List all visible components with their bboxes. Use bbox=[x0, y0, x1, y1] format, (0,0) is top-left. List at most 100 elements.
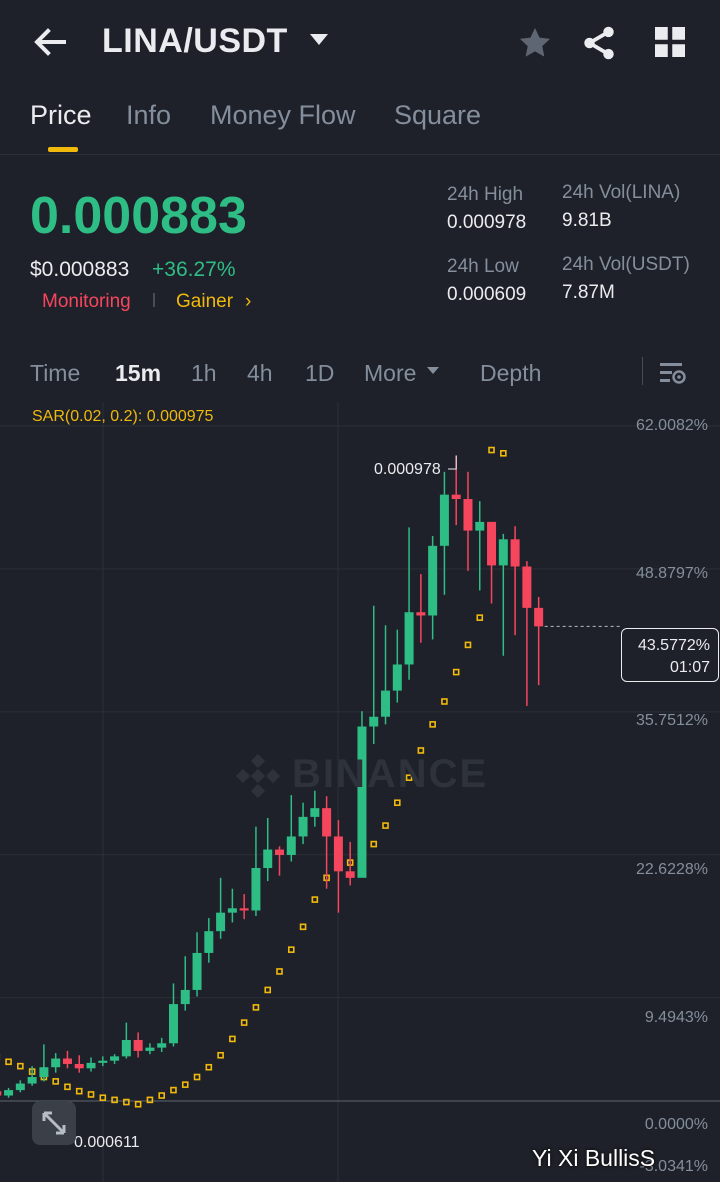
high-marker-line bbox=[448, 455, 457, 470]
candle-body bbox=[522, 566, 532, 608]
candle-body bbox=[322, 808, 332, 837]
candle-body bbox=[310, 808, 320, 817]
star-icon[interactable] bbox=[516, 24, 554, 62]
current-pct: 43.5772% bbox=[637, 637, 710, 654]
vol-usdt-label: 24h Vol(USDT) bbox=[562, 254, 690, 275]
sar-dot bbox=[393, 799, 401, 807]
current-price-tag: 43.5772% 01:07 bbox=[621, 628, 719, 682]
y-tick-label: -3.0341% bbox=[639, 1158, 709, 1175]
candle-body bbox=[333, 836, 343, 872]
sar-dot bbox=[240, 1019, 248, 1026]
candle-body bbox=[168, 1004, 178, 1044]
candle-body bbox=[180, 989, 190, 1005]
tf-1d[interactable]: 1D bbox=[305, 360, 335, 386]
sar-dot bbox=[382, 822, 389, 829]
sar-dot bbox=[476, 614, 484, 621]
y-tick-label: 0.0000% bbox=[644, 1116, 708, 1133]
chevron-down-icon[interactable] bbox=[310, 34, 328, 45]
candle-body bbox=[62, 1058, 72, 1064]
candle-body bbox=[216, 912, 226, 932]
candle-countdown: 01:07 bbox=[669, 659, 710, 676]
y-tick-label: 62.0082% bbox=[635, 417, 708, 434]
price-change: +36.27% bbox=[152, 258, 236, 281]
candle-body bbox=[27, 1077, 37, 1084]
arrow-left-icon[interactable] bbox=[30, 24, 70, 60]
candle-body bbox=[298, 816, 308, 837]
sar-dot bbox=[158, 1092, 165, 1099]
candle-body bbox=[51, 1058, 61, 1068]
sar-dot bbox=[311, 896, 319, 903]
candle-body bbox=[98, 1060, 108, 1063]
tf-1h[interactable]: 1h bbox=[191, 360, 217, 386]
candle-body bbox=[498, 539, 508, 566]
sar-dot bbox=[441, 698, 448, 705]
candle-body bbox=[286, 836, 296, 855]
pair-title[interactable]: LINA/USDT bbox=[102, 22, 288, 60]
candle-body bbox=[357, 726, 367, 878]
sar-dot bbox=[134, 1100, 142, 1108]
tab-bar: Price Info Money Flow Square bbox=[0, 96, 720, 155]
tf-depth[interactable]: Depth bbox=[480, 360, 542, 386]
sar-dot bbox=[299, 923, 307, 931]
grid-icon[interactable] bbox=[652, 24, 688, 60]
monitoring-tag[interactable]: Monitoring bbox=[42, 291, 131, 312]
tf-time[interactable]: Time bbox=[30, 360, 81, 386]
watermark-credit: Yi Xi BullisS bbox=[532, 1145, 656, 1171]
sar-dot bbox=[252, 1004, 260, 1011]
candle-body bbox=[251, 868, 261, 911]
vol-lina-value: 9.81B bbox=[562, 210, 612, 231]
tf-15m[interactable]: 15m bbox=[115, 360, 162, 386]
tab-square[interactable]: Square bbox=[394, 100, 482, 130]
candle-body bbox=[451, 494, 461, 500]
tab-money-flow[interactable]: Money Flow bbox=[210, 100, 356, 130]
toolbar-divider bbox=[642, 357, 643, 385]
sar-dot bbox=[276, 968, 283, 975]
tf-more[interactable]: More bbox=[364, 360, 417, 386]
sar-dot bbox=[64, 1083, 71, 1091]
chart-watermark: BINANCE bbox=[292, 752, 489, 796]
sar-dot bbox=[193, 1073, 201, 1081]
sar-dot bbox=[99, 1094, 107, 1102]
candle-body bbox=[463, 499, 473, 531]
candle-body bbox=[404, 612, 414, 665]
tab-price[interactable]: Price bbox=[30, 100, 92, 130]
candle-body bbox=[133, 1040, 143, 1051]
candle-body bbox=[15, 1083, 25, 1091]
sar-dot bbox=[17, 1062, 24, 1070]
tag-separator bbox=[153, 293, 155, 307]
chart-settings-icon[interactable] bbox=[657, 359, 687, 387]
sar-dot bbox=[500, 450, 507, 457]
low-label: 24h Low bbox=[447, 256, 519, 277]
sar-indicator-label: SAR(0.02, 0.2): 0.000975 bbox=[32, 408, 214, 425]
tab-info[interactable]: Info bbox=[126, 100, 172, 130]
sar-dot bbox=[287, 946, 295, 953]
candle-body bbox=[381, 690, 391, 717]
candle-body bbox=[39, 1067, 49, 1078]
sar-dot bbox=[170, 1086, 177, 1094]
candle-body bbox=[74, 1063, 84, 1069]
sar-dot bbox=[5, 1058, 12, 1066]
y-tick-label: 48.8797% bbox=[635, 565, 708, 582]
sar-dot bbox=[229, 1035, 236, 1043]
gainer-tag[interactable]: Gainer › bbox=[176, 291, 251, 313]
candlestick-chart[interactable] bbox=[0, 402, 720, 1182]
sar-dot bbox=[464, 641, 472, 649]
candle-body bbox=[263, 849, 273, 869]
low-value: 0.000609 bbox=[447, 284, 527, 305]
gainer-tag-label: Gainer bbox=[176, 291, 234, 312]
tf-4h[interactable]: 4h bbox=[247, 360, 273, 386]
top-bar: LINA/USDT bbox=[0, 0, 720, 88]
candle-body bbox=[369, 716, 379, 727]
expand-arrows-icon[interactable] bbox=[32, 1101, 76, 1145]
sar-dot bbox=[111, 1096, 118, 1104]
fiat-price: $0.000883 bbox=[30, 258, 130, 281]
candle-body bbox=[86, 1062, 96, 1069]
sar-dot bbox=[417, 747, 425, 754]
more-caret-icon bbox=[427, 367, 439, 374]
share-icon[interactable] bbox=[580, 24, 618, 62]
candle-body bbox=[4, 1090, 14, 1096]
candle-body bbox=[428, 545, 438, 616]
y-tick-label: 35.7512% bbox=[635, 712, 708, 729]
vol-usdt-value: 7.87M bbox=[562, 282, 615, 303]
candle-body bbox=[439, 494, 449, 546]
